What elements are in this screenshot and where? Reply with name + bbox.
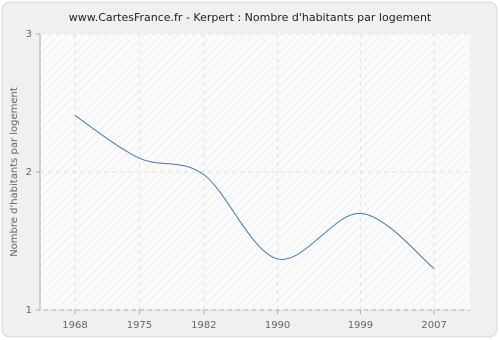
chart-title: www.CartesFrance.fr - Kerpert : Nombre d… [69, 11, 432, 24]
y-tick-label: 2 [26, 167, 32, 178]
x-tick-label: 1982 [191, 320, 216, 331]
y-axis-label: Nombre d'habitants par logement [9, 87, 20, 257]
x-tick-label: 1999 [348, 320, 373, 331]
x-tick-label: 1968 [62, 320, 87, 331]
y-tick-label: 3 [26, 29, 32, 40]
y-tick-label: 1 [26, 305, 32, 316]
x-tick-label: 2007 [421, 320, 446, 331]
line [74, 115, 435, 269]
x-tick-label: 1990 [265, 320, 290, 331]
x-tick-label: 1975 [127, 320, 152, 331]
plot-area [40, 34, 470, 310]
